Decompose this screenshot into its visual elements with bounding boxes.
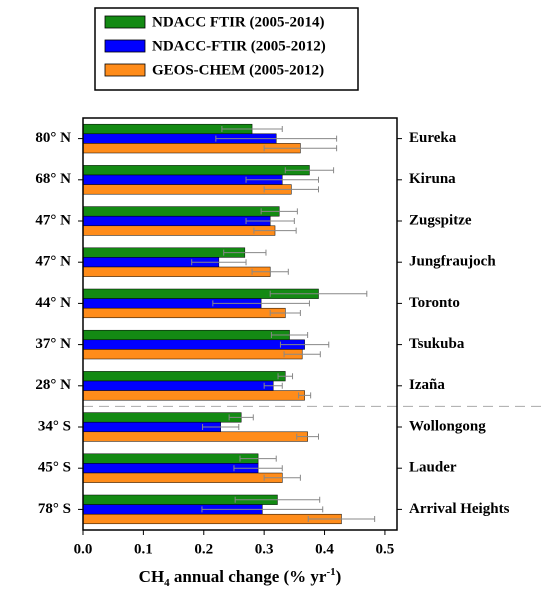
bar xyxy=(82,329,290,341)
x-label-main: CH xyxy=(139,567,165,586)
error-bar xyxy=(233,465,283,472)
x-axis-label: CH4 annual change (% yr-1) xyxy=(139,566,342,589)
x-tick-label: 0.1 xyxy=(134,541,153,557)
error-bar xyxy=(245,176,319,183)
bar xyxy=(82,266,271,277)
x-tick-label: 0.5 xyxy=(376,541,395,557)
legend-swatch xyxy=(104,15,146,29)
plot-frame xyxy=(82,117,398,531)
error-bar xyxy=(245,218,295,224)
x-tick-label: 0.2 xyxy=(194,541,213,557)
error-bar xyxy=(253,227,297,234)
error-bar xyxy=(191,259,247,266)
error-bar xyxy=(284,167,335,174)
bar xyxy=(82,307,286,319)
error-bar xyxy=(228,414,254,421)
bar xyxy=(82,380,274,391)
error-bar xyxy=(239,455,277,462)
error-bar xyxy=(215,135,338,142)
x-label-sub: 4 xyxy=(164,577,170,589)
legend-swatch xyxy=(104,39,146,53)
x-label-sup: -1 xyxy=(326,566,335,578)
error-bar xyxy=(202,424,240,430)
bar xyxy=(82,215,271,227)
x-tick-label: 0.3 xyxy=(255,541,274,557)
error-bar xyxy=(251,268,289,275)
error-bar xyxy=(277,373,294,380)
x-tick-label: 0.0 xyxy=(74,541,93,557)
bar xyxy=(82,421,221,433)
x-tick-label: 0.4 xyxy=(315,541,334,557)
bar xyxy=(82,472,283,483)
latitude-label: 47° N xyxy=(35,212,71,228)
error-bar xyxy=(234,496,321,503)
x-label-end: ) xyxy=(336,567,342,586)
latitude-label: 44° N xyxy=(35,295,71,311)
error-bar xyxy=(221,126,283,132)
bar xyxy=(82,390,305,401)
bar xyxy=(82,412,242,423)
bar xyxy=(82,371,286,382)
bar xyxy=(82,453,259,464)
latitude-label: 78° S xyxy=(38,501,71,517)
latitude-label: 47° N xyxy=(35,254,71,270)
bar xyxy=(82,513,342,525)
bar xyxy=(82,206,280,217)
bar xyxy=(82,431,308,442)
error-bar xyxy=(296,433,319,440)
latitude-label: 37° N xyxy=(35,336,71,352)
error-bar xyxy=(260,208,298,215)
error-bar xyxy=(263,186,319,193)
station-label: Zugspitze xyxy=(409,212,472,228)
legend-label: NDACC FTIR (2005-2014) xyxy=(152,14,325,30)
bar xyxy=(82,165,310,176)
bar xyxy=(82,339,305,350)
bar xyxy=(82,225,276,236)
legend-swatch xyxy=(104,63,146,77)
station-label: Lauder xyxy=(409,460,457,476)
error-bar xyxy=(223,249,267,256)
latitude-label: 80° N xyxy=(35,130,71,146)
error-bar xyxy=(279,341,330,348)
legend-label: GEOS-CHEM (2005-2012) xyxy=(152,62,324,78)
station-label: Eureka xyxy=(409,130,457,146)
latitude-label: 34° S xyxy=(38,418,71,434)
error-bar xyxy=(212,300,310,307)
error-bar xyxy=(269,310,301,316)
station-label: Tsukuba xyxy=(409,336,465,352)
latitude-label: 45° S xyxy=(38,460,71,476)
bar xyxy=(82,184,292,195)
station-label: Kiruna xyxy=(409,171,456,187)
station-label: Jungfraujoch xyxy=(409,254,496,270)
error-bar xyxy=(201,506,324,513)
station-label: Arrival Heights xyxy=(409,501,510,517)
latitude-label: 68° N xyxy=(35,171,71,187)
error-bar xyxy=(270,332,309,338)
station-label: Toronto xyxy=(409,295,460,311)
bar xyxy=(82,247,246,258)
legend-label: NDACC-FTIR (2005-2012) xyxy=(152,38,326,54)
error-bar xyxy=(283,351,321,358)
error-bar xyxy=(298,392,312,399)
station-label: Wollongong xyxy=(409,418,486,434)
error-bar xyxy=(263,474,301,481)
error-bar xyxy=(263,382,283,389)
error-bar xyxy=(263,145,338,152)
latitude-label: 28° N xyxy=(35,377,71,393)
error-bar xyxy=(269,290,368,297)
bar xyxy=(82,349,303,360)
x-label-middle: annual change (% yr xyxy=(170,567,327,586)
error-bar xyxy=(307,516,376,522)
bar xyxy=(82,463,259,474)
station-label: Izaña xyxy=(409,377,445,393)
